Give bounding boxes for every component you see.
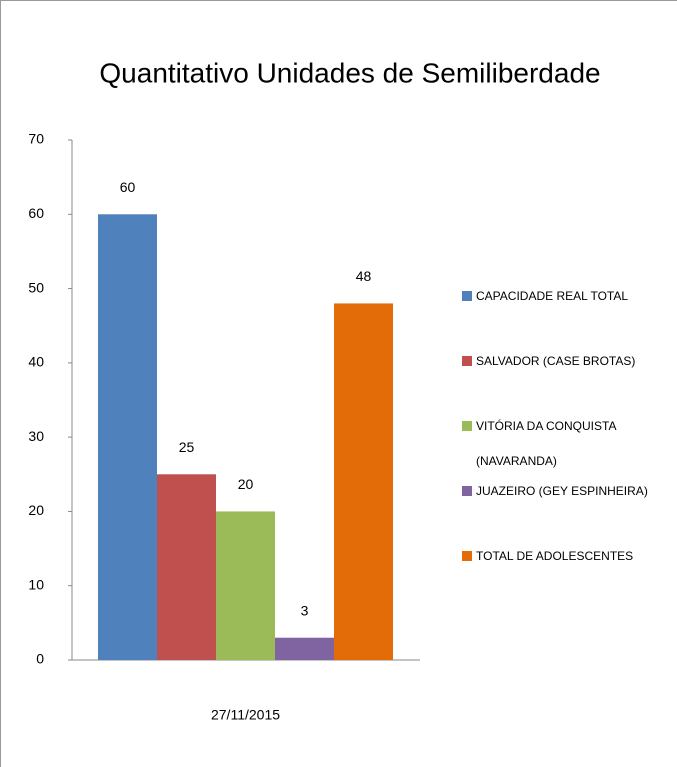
legend-swatch [462, 551, 472, 561]
data-label: 20 [238, 476, 254, 492]
data-label: 60 [120, 179, 136, 195]
legend-item: VITÓRIA DA CONQUISTA (NAVARANDA) [462, 409, 662, 479]
y-tick-label: 10 [28, 576, 44, 592]
y-tick-label: 0 [36, 651, 44, 667]
legend-label: CAPACIDADE REAL TOTAL [476, 289, 629, 303]
y-tick-label: 70 [28, 131, 44, 147]
bar [157, 474, 216, 660]
legend-item: TOTAL DE ADOLESCENTES [462, 539, 662, 574]
legend-swatch [462, 356, 472, 366]
data-label: 3 [301, 602, 309, 618]
y-tick-label: 20 [28, 502, 44, 518]
data-label: 48 [356, 268, 372, 284]
legend-item: SALVADOR (CASE BROTAS) [462, 344, 662, 379]
bar [216, 511, 275, 660]
legend-item: JUAZEIRO (GEY ESPINHEIRA) [462, 474, 662, 509]
legend-label: TOTAL DE ADOLESCENTES [476, 549, 634, 563]
y-tick-label: 60 [28, 205, 44, 221]
y-tick-label: 50 [28, 279, 44, 295]
data-label: 25 [179, 439, 195, 455]
legend-label: VITÓRIA DA CONQUISTA (NAVARANDA) [476, 419, 616, 468]
y-tick-label: 40 [28, 354, 44, 370]
bar [275, 637, 334, 660]
chart-title: Quantitativo Unidades de Semiliberdade [99, 57, 600, 88]
bar [334, 303, 393, 660]
legend-swatch [462, 486, 472, 496]
y-tick-label: 30 [28, 428, 44, 444]
legend-label: SALVADOR (CASE BROTAS) [476, 354, 636, 368]
x-tick-label: 27/11/2015 [211, 707, 280, 723]
bar [98, 214, 157, 661]
legend-item: CAPACIDADE REAL TOTAL [462, 279, 662, 314]
legend-swatch [462, 421, 472, 431]
legend-label: JUAZEIRO (GEY ESPINHEIRA) [476, 484, 648, 498]
legend-swatch [462, 291, 472, 301]
